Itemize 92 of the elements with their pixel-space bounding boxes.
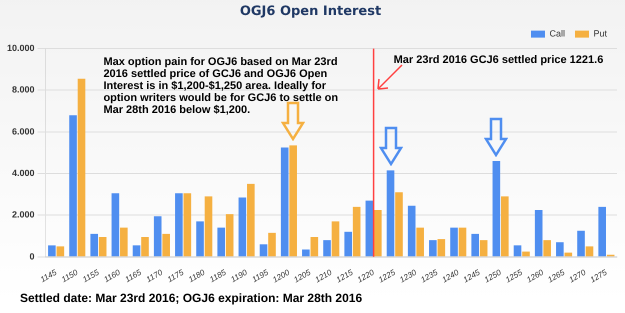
x-tick-label: 1260	[525, 268, 546, 284]
bar	[204, 196, 212, 256]
bar	[534, 210, 542, 256]
x-tick-label: 1225	[376, 268, 398, 284]
legend-label: Call	[549, 28, 566, 39]
x-tick-label: 1190	[229, 268, 250, 284]
bar	[48, 245, 56, 256]
x-tick-label: 1175	[166, 268, 186, 284]
x-tick-label: 1275	[588, 268, 610, 284]
bar	[112, 193, 120, 256]
bar	[408, 206, 416, 256]
y-tick-label: 2.000	[12, 210, 35, 220]
ref-line-label: Mar 23rd 2016 GCJ6 settled price 1221.6	[394, 54, 604, 66]
y-tick-label: 4.000	[12, 168, 35, 178]
x-tick-label: 1145	[38, 268, 59, 284]
bar	[302, 250, 310, 256]
bar	[501, 196, 509, 256]
x-tick-label: 1245	[462, 268, 482, 284]
bar	[543, 240, 551, 256]
x-tick-label: 1255	[504, 268, 524, 284]
bar	[175, 193, 183, 256]
x-tick-label: 1215	[334, 268, 356, 284]
bar	[416, 228, 424, 256]
bar	[344, 232, 352, 256]
bar	[310, 237, 318, 256]
bar	[184, 193, 192, 256]
bar	[196, 221, 204, 256]
bar	[141, 237, 149, 256]
x-tick-label: 1265	[546, 268, 567, 284]
x-tick-label: 1165	[123, 268, 144, 284]
bar	[120, 228, 128, 256]
bar	[577, 230, 585, 256]
annotation: Max option pain for OGJ6 based on Mar 23rd 2016 settled price of GCJ6 and OGJ6 Open Interest is in $1,200-$1,250 area. Ideally for option writers would be for GCJ6 to settle on Mar 28th 2016 below $1,200.	[103, 56, 338, 116]
bar	[90, 234, 98, 256]
x-tick-label: 1210	[313, 268, 334, 284]
bar	[366, 200, 374, 256]
x-tick-label: 1200	[271, 268, 292, 284]
bar	[289, 145, 297, 256]
bar	[154, 216, 162, 256]
bar	[514, 245, 522, 256]
x-tick-label: 1150	[60, 268, 80, 284]
x-tick-label: 1240	[440, 268, 461, 284]
bar	[78, 78, 86, 256]
bar	[386, 170, 394, 256]
y-tick-label: 6.000	[12, 126, 35, 136]
y-tick-label: 0	[30, 251, 35, 262]
x-tick-label: 1205	[292, 268, 313, 284]
bar	[564, 252, 572, 256]
bar	[352, 206, 360, 256]
bar	[395, 192, 403, 256]
y-tick-label: 10.000	[6, 43, 35, 54]
bar	[268, 232, 276, 256]
bar	[98, 237, 106, 256]
bar	[247, 184, 255, 256]
x-tick-label: 1160	[102, 268, 122, 284]
bar	[438, 239, 446, 256]
bar	[56, 246, 64, 256]
bar	[280, 147, 289, 256]
bar	[471, 234, 479, 256]
bar	[323, 240, 331, 256]
bar	[162, 234, 170, 256]
bar	[217, 228, 226, 256]
y-tick-label: 8.000	[12, 84, 35, 95]
bar	[586, 246, 594, 256]
x-tick-label: 1235	[419, 268, 440, 284]
bar	[522, 252, 530, 256]
bar	[598, 206, 606, 256]
x-tick-label: 1155	[81, 268, 102, 284]
bar	[69, 115, 77, 256]
x-tick-label: 1220	[356, 268, 376, 284]
bar	[492, 161, 500, 256]
x-tick-label: 1185	[208, 268, 228, 284]
chart-title: OGJ6 Open Interest	[240, 4, 382, 20]
bar	[226, 214, 234, 256]
text: Settled date: Mar 23rd 2016; OGJ6 expiration: Mar 28th 2016	[20, 291, 362, 305]
x-tick-label: 1170	[144, 268, 165, 284]
x-tick-label: 1230	[398, 268, 419, 284]
bar	[450, 228, 458, 256]
bar	[556, 242, 564, 256]
bar	[132, 245, 140, 256]
x-tick-label: 1250	[482, 268, 504, 284]
legend-label: Put	[593, 28, 608, 39]
bar	[238, 197, 246, 256]
x-tick-label: 1195	[250, 268, 270, 284]
x-tick-label: 1270	[567, 268, 588, 284]
bar	[260, 244, 268, 256]
x-tick-label: 1180	[186, 268, 207, 284]
bar	[332, 221, 340, 256]
bar	[429, 240, 437, 256]
bar	[480, 240, 488, 256]
bar	[374, 210, 382, 256]
bar	[458, 228, 466, 256]
